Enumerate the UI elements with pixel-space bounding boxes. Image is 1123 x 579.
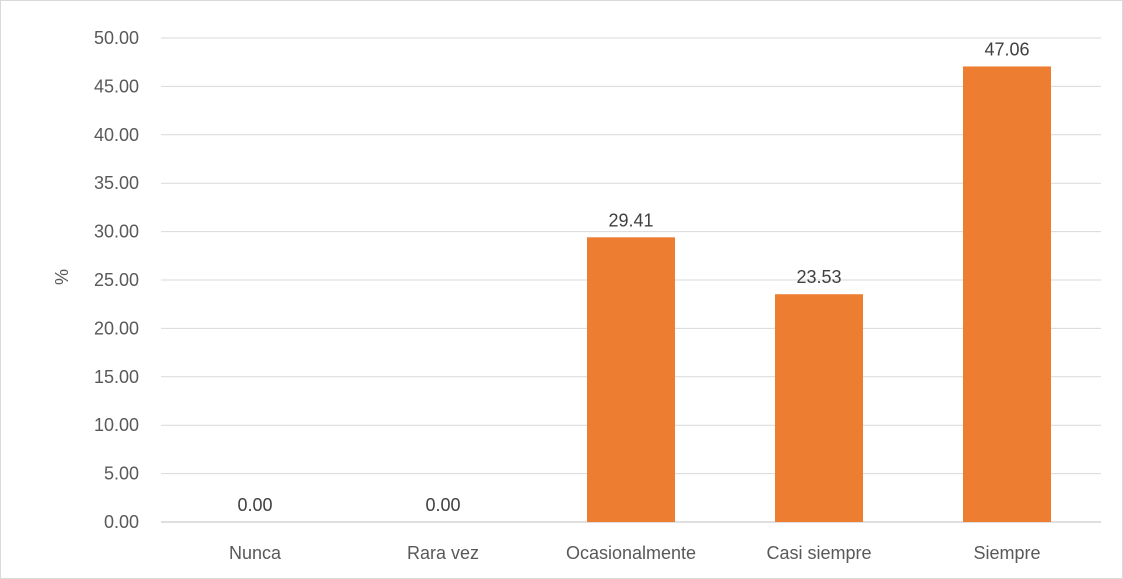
y-tick-label: 25.00 (94, 270, 139, 290)
bar (587, 237, 675, 522)
data-label: 0.00 (237, 495, 272, 515)
y-tick-label: 0.00 (104, 512, 139, 532)
y-tick-label: 10.00 (94, 415, 139, 435)
y-tick-label: 50.00 (94, 28, 139, 48)
data-label: 29.41 (608, 210, 653, 230)
y-tick-label: 35.00 (94, 173, 139, 193)
x-category-label: Siempre (973, 543, 1040, 563)
x-axis-category-labels: Nunca Rara vez Ocasionalmente Casi siempre S… (229, 543, 1041, 563)
x-category-label: Nunca (229, 543, 282, 563)
x-category-label: Rara vez (407, 543, 479, 563)
bar (963, 66, 1051, 522)
y-tick-label: 40.00 (94, 125, 139, 145)
y-tick-label: 30.00 (94, 222, 139, 242)
y-tick-label: 5.00 (104, 464, 139, 484)
data-labels: 0.00 0.00 29.41 23.53 47.06 (237, 39, 1029, 515)
y-axis-tick-labels: 0.00 5.00 10.00 15.00 20.00 25.00 30.00 35.00 40… (94, 28, 139, 532)
data-label: 0.00 (425, 495, 460, 515)
y-tick-label: 15.00 (94, 367, 139, 387)
bars (587, 66, 1051, 522)
x-category-label: Ocasionalmente (566, 543, 696, 563)
data-label: 23.53 (796, 267, 841, 287)
x-category-label: Casi siempre (766, 543, 871, 563)
y-tick-label: 45.00 (94, 76, 139, 96)
y-tick-label: 20.00 (94, 318, 139, 338)
data-label: 47.06 (984, 39, 1029, 59)
y-axis-title: % (52, 269, 72, 285)
bar (775, 294, 863, 522)
